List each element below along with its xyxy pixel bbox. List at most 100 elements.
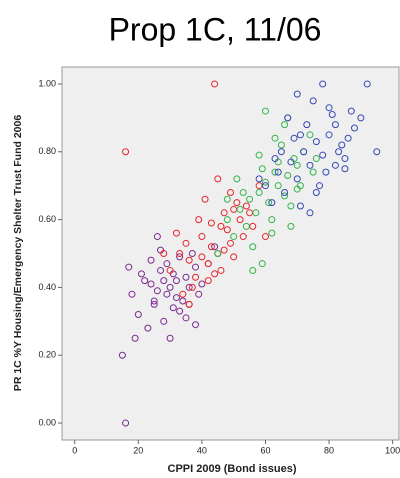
point <box>125 263 133 271</box>
point <box>341 155 349 163</box>
point <box>131 334 139 342</box>
point <box>265 199 273 207</box>
point <box>182 239 190 247</box>
point <box>211 270 219 278</box>
point <box>147 256 155 264</box>
point <box>255 151 263 159</box>
point <box>284 114 292 122</box>
point <box>166 283 174 291</box>
point <box>230 233 238 241</box>
point <box>185 283 193 291</box>
y-tick-label: 0.40 <box>38 282 56 292</box>
point <box>230 253 238 261</box>
point <box>118 351 126 359</box>
point <box>185 300 193 308</box>
point <box>328 110 336 118</box>
point <box>214 175 222 183</box>
point <box>201 195 209 203</box>
point <box>163 260 171 268</box>
point <box>246 195 254 203</box>
point <box>227 188 234 196</box>
point <box>207 243 215 251</box>
y-axis-label: PR 1C %Y Housing/Emergency Shelter Trust… <box>12 115 24 392</box>
point <box>363 80 371 88</box>
point <box>335 148 343 156</box>
point <box>157 266 165 274</box>
point <box>331 161 339 169</box>
point <box>233 199 241 207</box>
chart-title: Prop 1C, 11/06 <box>109 11 322 47</box>
point <box>150 297 158 305</box>
point <box>176 307 184 315</box>
point <box>306 161 314 169</box>
point <box>325 131 333 139</box>
point <box>223 195 231 203</box>
point <box>284 172 292 180</box>
point <box>350 124 358 132</box>
point <box>252 209 260 217</box>
point <box>309 168 317 176</box>
y-tick-label: 0.80 <box>38 146 56 156</box>
point <box>198 253 206 261</box>
point <box>211 243 219 251</box>
point <box>204 260 212 268</box>
point <box>204 277 212 285</box>
point <box>249 266 257 274</box>
y-tick-label: 0.60 <box>38 214 56 224</box>
point <box>293 161 301 169</box>
point <box>261 178 269 186</box>
point <box>287 202 295 210</box>
point <box>239 188 247 196</box>
point <box>220 209 228 217</box>
point <box>261 182 269 190</box>
point <box>274 168 282 176</box>
point <box>255 175 263 183</box>
point <box>277 141 285 149</box>
point <box>227 239 234 247</box>
point <box>179 297 187 305</box>
x-tick-label: 80 <box>324 445 334 455</box>
point <box>258 260 266 268</box>
point <box>172 294 180 302</box>
point <box>312 155 320 163</box>
point <box>150 300 158 308</box>
point <box>258 165 266 173</box>
point <box>303 121 311 129</box>
point <box>271 134 279 142</box>
point <box>236 216 244 224</box>
point <box>217 222 225 230</box>
point <box>169 304 177 312</box>
point <box>338 141 346 149</box>
point <box>255 188 263 196</box>
point <box>233 175 241 183</box>
point <box>160 277 168 285</box>
point <box>242 202 250 210</box>
point <box>268 216 276 224</box>
point <box>223 216 231 224</box>
point <box>261 233 269 241</box>
x-tick-label: 0 <box>72 445 77 455</box>
point <box>134 311 142 319</box>
point <box>312 138 320 146</box>
point <box>344 134 352 142</box>
point <box>341 165 349 173</box>
point <box>188 283 196 291</box>
point <box>128 290 136 298</box>
point <box>188 250 196 257</box>
y-tick-label: 0.00 <box>38 417 56 427</box>
point <box>192 263 200 271</box>
point <box>176 250 184 257</box>
point <box>290 134 298 142</box>
plot-area <box>61 66 400 441</box>
point <box>141 277 149 285</box>
point <box>268 199 276 207</box>
point <box>195 216 203 224</box>
point <box>293 175 301 183</box>
point <box>287 158 295 166</box>
point <box>172 229 180 237</box>
point <box>271 168 279 176</box>
point <box>331 121 339 129</box>
point <box>160 250 168 257</box>
point <box>306 131 314 139</box>
